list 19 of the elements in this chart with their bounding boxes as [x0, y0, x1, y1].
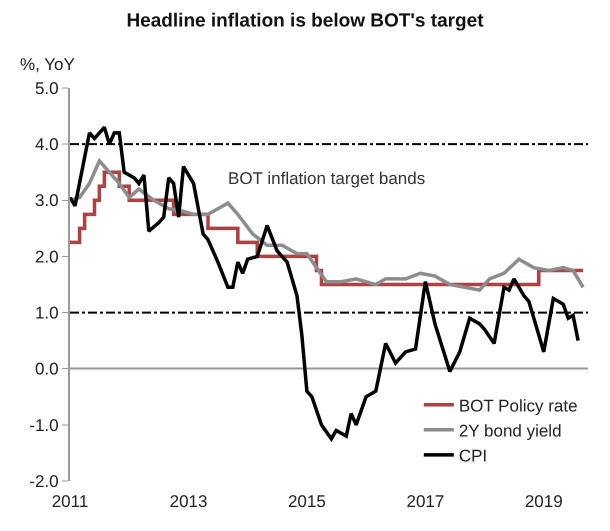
y-tick-label: -1.0 — [29, 416, 59, 435]
legend-label: BOT Policy rate — [458, 396, 578, 416]
x-tick-label: 2011 — [52, 492, 88, 511]
y-axis-title: %, YoY — [20, 55, 75, 74]
x-tick-label: 2015 — [288, 492, 326, 511]
legend-label: CPI — [458, 446, 488, 466]
y-tick-label: 3.0 — [34, 191, 59, 210]
x-tick-label: 2019 — [524, 492, 563, 511]
y-tick-label: 5.0 — [34, 78, 59, 98]
chart-title: Headline inflation is below BOT's target — [126, 10, 484, 32]
y-tick-label: -2.0 — [29, 472, 59, 491]
y-tick-label: 0.0 — [34, 360, 59, 379]
legend-label: 2Y bond yield — [458, 421, 562, 440]
x-tick-label: 2013 — [170, 492, 208, 511]
y-tick-label: 2.0 — [34, 247, 59, 266]
x-tick-label: 2017 — [406, 492, 444, 511]
y-tick-label: 4.0 — [34, 135, 59, 154]
annotation: BOT inflation target bands — [228, 169, 426, 188]
y-tick-label: 1.0 — [34, 304, 59, 323]
